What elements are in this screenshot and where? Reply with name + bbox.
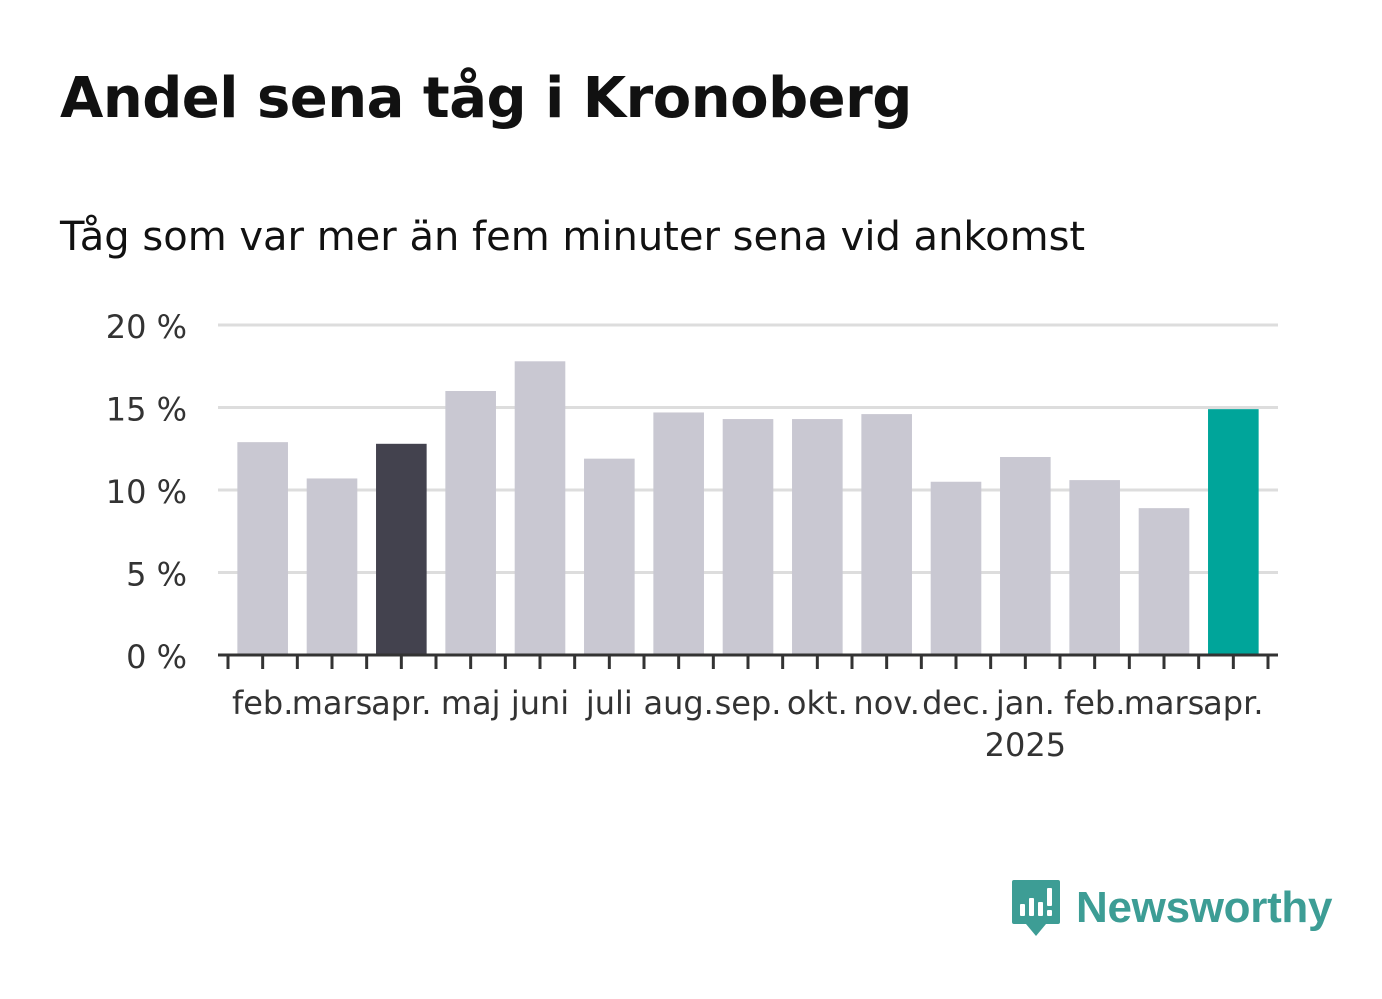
x-tick-label: juni	[510, 684, 569, 722]
x-tick-label: dec.	[922, 684, 990, 722]
chart-subtitle: Tåg som var mer än fem minuter sena vid …	[60, 214, 1086, 260]
y-tick-label: 10 %	[106, 473, 187, 511]
y-tick-label: 15 %	[106, 391, 187, 429]
bar	[930, 481, 982, 655]
bar	[1000, 457, 1051, 655]
x-tick-label: aug.	[643, 684, 713, 722]
x-tick-label: feb.	[232, 684, 293, 722]
bar	[1208, 409, 1259, 655]
x-year-label: 2025	[985, 726, 1066, 764]
bar	[306, 478, 358, 655]
x-tick-label: maj	[441, 684, 501, 722]
bar	[861, 414, 912, 655]
y-tick-label: 5 %	[126, 556, 187, 594]
x-tick-label: nov.	[853, 684, 919, 722]
bar	[445, 391, 496, 655]
x-tick-label: sep.	[715, 684, 782, 722]
bar	[792, 419, 843, 655]
brand-name: Newsworthy	[1076, 883, 1333, 932]
bar	[237, 442, 288, 655]
bar	[376, 443, 427, 655]
x-tick-label: apr.	[1203, 684, 1263, 722]
brand: Newsworthy	[1010, 878, 1332, 938]
x-tick-label: apr.	[371, 684, 431, 722]
chart-title: Andel sena tåg i Kronoberg	[60, 66, 912, 131]
x-tick-label: okt.	[787, 684, 848, 722]
bar	[584, 458, 635, 655]
bar	[653, 412, 704, 655]
x-tick-label: feb.	[1064, 684, 1125, 722]
bar	[1069, 480, 1120, 655]
bar	[1138, 508, 1190, 655]
x-tick-label: jan.	[995, 684, 1055, 722]
y-tick-label: 0 %	[126, 638, 187, 676]
newsworthy-logo-icon	[1012, 880, 1060, 936]
x-tick-label: juli	[585, 684, 633, 722]
bar	[514, 361, 566, 655]
bar	[722, 419, 774, 655]
x-tick-label: mars	[1124, 684, 1205, 722]
y-tick-label: 20 %	[106, 308, 187, 346]
x-tick-label: mars	[292, 684, 373, 722]
